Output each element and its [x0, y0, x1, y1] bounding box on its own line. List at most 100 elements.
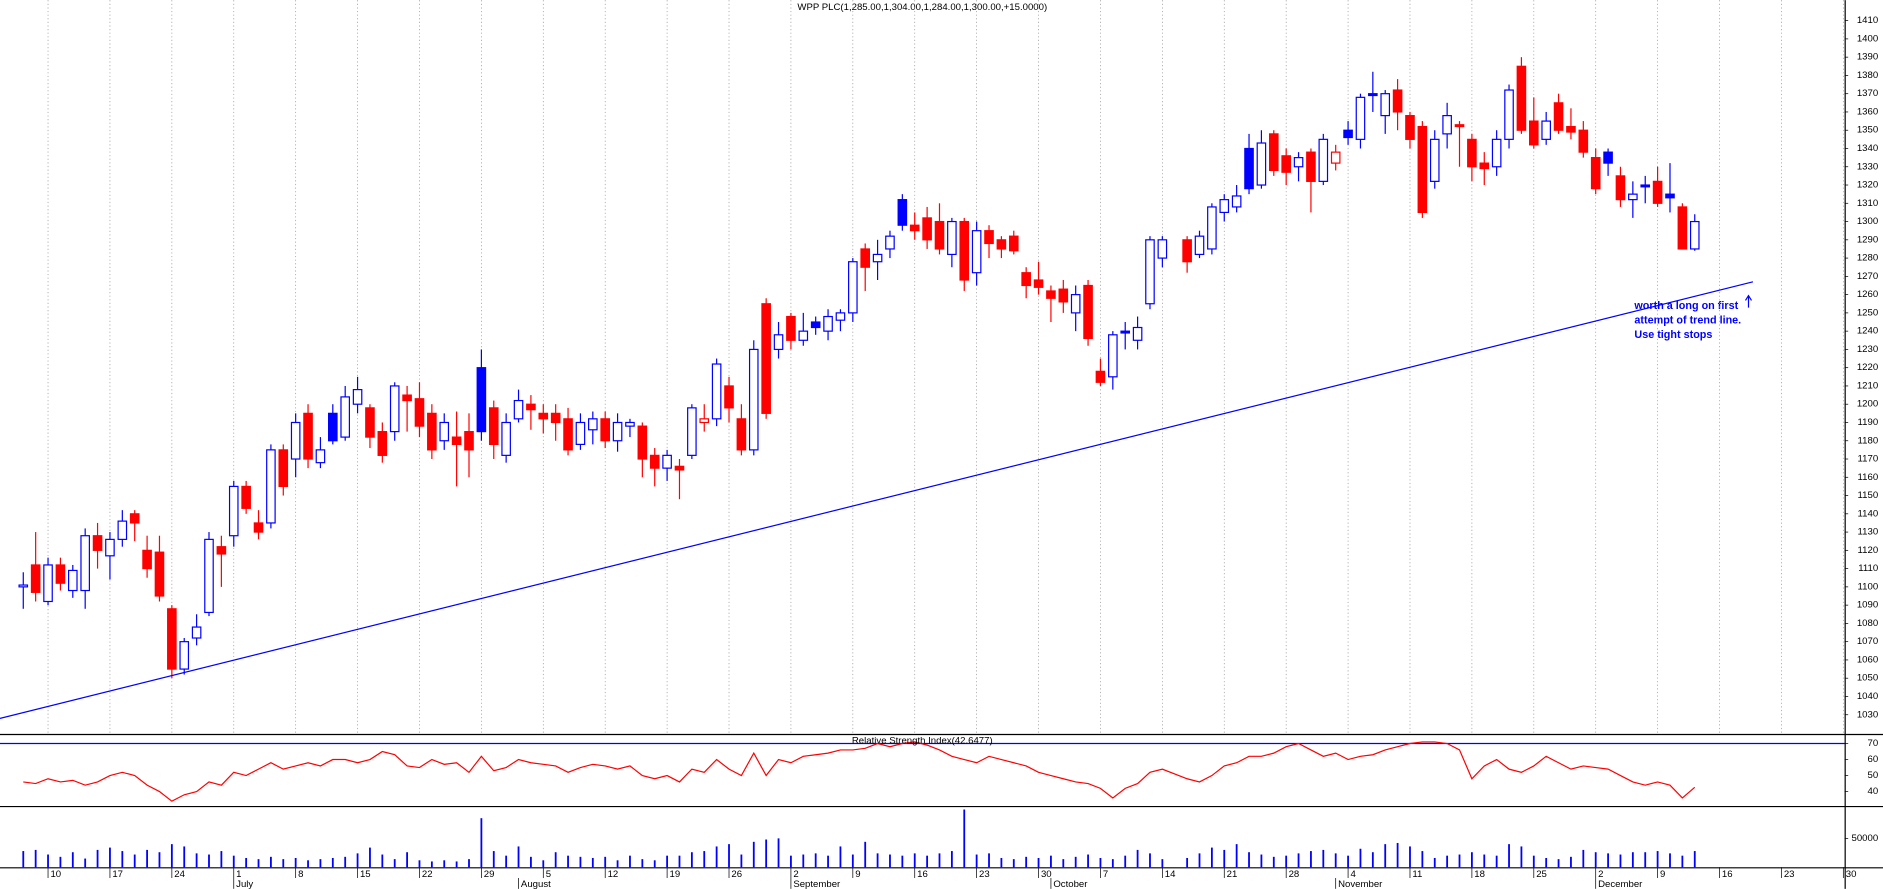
- x-tick-label: 4: [1350, 869, 1356, 880]
- candle-body: [810, 321, 821, 329]
- volume-bar: [1025, 856, 1028, 868]
- volume-bar: [1161, 859, 1164, 868]
- volume-bar: [1087, 854, 1089, 868]
- volume-bar: [901, 855, 904, 868]
- volume-bar: [1483, 854, 1486, 868]
- candle-body: [996, 239, 1007, 250]
- candle-body: [563, 418, 573, 451]
- y-tick-label: 1310: [1857, 198, 1878, 209]
- candle-body: [984, 230, 994, 245]
- candle-body: [1095, 370, 1106, 383]
- y-tick-label: 1330: [1857, 161, 1878, 172]
- y-tick-label: 1160: [1858, 472, 1879, 483]
- candle-body: [30, 564, 41, 593]
- volume-bar: [777, 838, 780, 868]
- candle-body: [550, 412, 561, 424]
- candle-body: [526, 403, 536, 411]
- candle-body: [1689, 220, 1700, 250]
- x-tick-label: 7: [1103, 869, 1108, 880]
- volume-bar: [1297, 853, 1300, 868]
- candle-body: [1652, 180, 1663, 204]
- y-tick-label: 1200: [1857, 399, 1878, 410]
- y-tick-label: 1180: [1858, 435, 1879, 446]
- candle-body: [922, 217, 932, 241]
- volume-bar: [121, 851, 124, 868]
- volume-bar: [1545, 857, 1548, 868]
- volume-bar: [1421, 851, 1424, 868]
- candle-body: [798, 330, 809, 341]
- candle-body: [204, 538, 214, 614]
- candle-body: [1021, 272, 1031, 287]
- volume-bar: [183, 846, 186, 868]
- volume-bar: [1681, 855, 1684, 868]
- volume-bar: [1235, 844, 1238, 868]
- candle-body: [1330, 151, 1341, 164]
- x-tick-label: 2: [793, 869, 798, 880]
- x-tick-label: 28: [1289, 869, 1300, 880]
- x-tick-label: 14: [1165, 869, 1176, 880]
- month-label: September: [793, 879, 841, 889]
- candle-body: [228, 485, 239, 537]
- candle-body: [1405, 115, 1415, 140]
- candle-body: [1120, 330, 1131, 334]
- trend-line: [0, 281, 1754, 719]
- month-label: July: [236, 879, 253, 889]
- candle-body: [637, 425, 648, 460]
- candle-body: [947, 220, 957, 256]
- volume-bar: [1111, 859, 1114, 868]
- candle-body: [1553, 102, 1564, 131]
- volume-bar: [1285, 855, 1288, 868]
- volume-bar: [530, 856, 532, 868]
- candle-body: [1504, 89, 1514, 140]
- x-tick-label: 1: [236, 869, 241, 880]
- y-tick-label: 1190: [1858, 417, 1879, 428]
- volume-bar: [1371, 852, 1374, 868]
- x-tick-label: 17: [112, 869, 123, 880]
- x-tick-label: 5: [546, 869, 551, 880]
- y-tick-label: 60: [1868, 754, 1879, 765]
- y-tick-label: 50: [1868, 770, 1879, 781]
- volume-bar: [195, 853, 198, 868]
- volume-bar: [96, 849, 99, 868]
- volume-bar: [1334, 853, 1337, 868]
- volume-bar: [851, 854, 854, 868]
- volume-bar: [1037, 857, 1040, 868]
- volume-bar: [59, 856, 62, 868]
- volume-bar: [1656, 851, 1659, 868]
- y-tick-label: 1210: [1857, 380, 1878, 391]
- volume-bar: [393, 859, 396, 868]
- volume-bar: [294, 857, 297, 868]
- y-tick-label: 1070: [1857, 636, 1878, 647]
- volume-bar: [690, 852, 693, 868]
- volume-bar: [765, 839, 768, 868]
- volume-bar: [480, 818, 483, 868]
- candle-body: [649, 454, 660, 469]
- candle-body: [1628, 193, 1638, 201]
- volume-bar: [1384, 844, 1387, 868]
- candle-body: [588, 418, 598, 431]
- annotation: Use tight stops: [1634, 329, 1712, 341]
- candle-body: [1182, 239, 1192, 263]
- month-label: December: [1598, 879, 1643, 889]
- volume-bar: [926, 855, 929, 868]
- candle-body: [1281, 155, 1291, 173]
- x-tick-label: 25: [1536, 869, 1547, 880]
- candle-body: [80, 535, 90, 592]
- y-tick-label: 1340: [1857, 143, 1878, 154]
- y-tick-label: 1250: [1857, 307, 1878, 318]
- volume-bar: [839, 846, 842, 868]
- volume-bar: [331, 857, 334, 868]
- candle-body: [142, 549, 152, 570]
- candle-body: [167, 608, 177, 670]
- volume-bar: [1495, 855, 1498, 868]
- y-tick-label: 1240: [1857, 326, 1878, 337]
- x-tick-label: 2: [1598, 869, 1603, 880]
- volume-bar: [913, 853, 916, 868]
- volume-bar: [950, 851, 953, 868]
- candle-body: [328, 412, 338, 442]
- x-tick-label: 12: [608, 869, 619, 880]
- candle-body: [92, 535, 103, 551]
- volume-bar: [1210, 847, 1213, 868]
- candle-body: [439, 421, 450, 442]
- y-tick-label: 50000: [1852, 833, 1879, 844]
